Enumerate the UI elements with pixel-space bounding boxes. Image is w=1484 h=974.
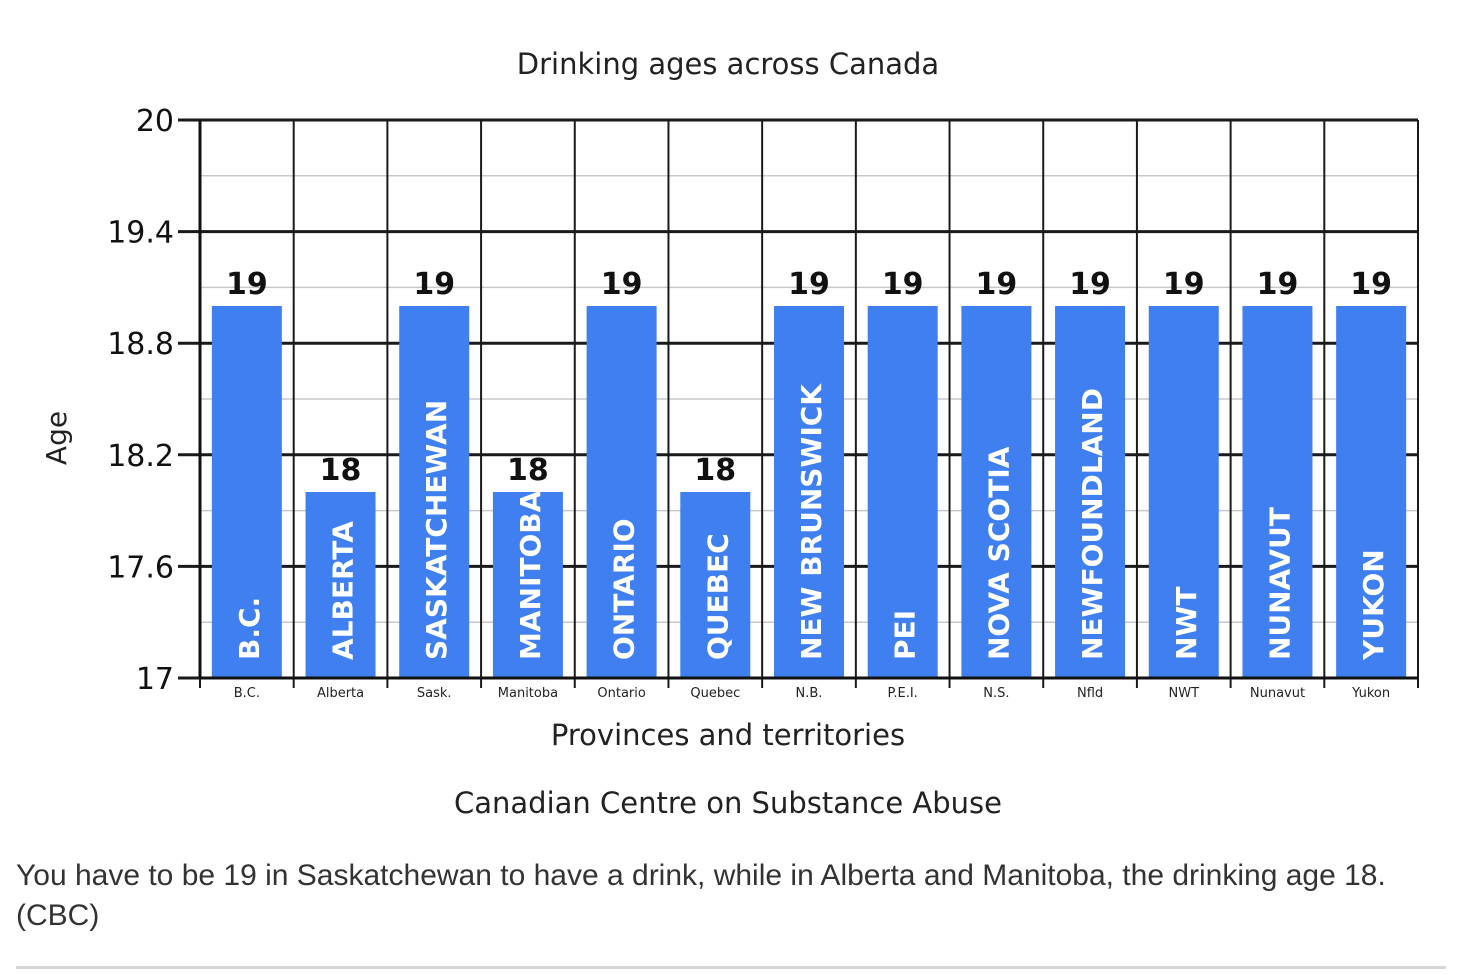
bar-value-label: 19 (601, 267, 643, 302)
y-tick-label: 20 (136, 104, 174, 139)
bar (399, 306, 470, 678)
bar-inner-label: ALBERTA (327, 521, 360, 660)
bar-value-label: 19 (226, 267, 268, 302)
x-tick-label: Quebec (690, 686, 740, 701)
y-tick-label: 18.8 (107, 327, 174, 362)
bar-inner-label: YUKON (1357, 549, 1390, 661)
bar (961, 306, 1032, 678)
bar-inner-label: NOVA SCOTIA (982, 446, 1015, 660)
bar-value-label: 19 (413, 267, 455, 302)
bar-inner-label: NUNAVUT (1263, 507, 1296, 660)
bar (680, 492, 751, 678)
bar (305, 492, 376, 678)
bar-inner-label: QUEBEC (701, 533, 734, 660)
bar (492, 492, 563, 678)
bar-value-label: 18 (320, 453, 362, 488)
y-tick-label: 17.6 (107, 550, 174, 585)
bar-value-label: 19 (976, 267, 1018, 302)
bar (774, 306, 844, 678)
bar (1148, 306, 1219, 678)
y-tick-label: 19.4 (107, 216, 174, 251)
y-tick-label: 18.2 (107, 439, 174, 474)
chart-title: Drinking ages across Canada (517, 47, 939, 81)
x-tick-label: NWT (1169, 686, 1200, 701)
bar (586, 306, 657, 678)
bar-inner-label: NEW BRUNSWICK (795, 383, 828, 660)
bar (1242, 306, 1313, 678)
bar (1336, 306, 1407, 678)
tick-labels: B.C. Alberta Sask. Manitoba Ontario Quebec N.B… (107, 104, 1390, 701)
x-tick-label: Nfld (1077, 686, 1103, 701)
y-axis-label: Age (40, 411, 73, 465)
x-tick-label: Manitoba (498, 686, 558, 701)
bar-value-label: 19 (1257, 267, 1299, 302)
x-tick-label: B.C. (234, 686, 260, 701)
bar-inner-label: SASKATCHEWAN (420, 400, 453, 660)
caption-text: You have to be 19 in Saskatchewan to hav… (16, 859, 1386, 932)
bar-inner-label: ONTARIO (608, 518, 641, 660)
bar-value-label: 18 (694, 453, 736, 488)
bar-inner-label: PEI (889, 610, 922, 660)
drinking-age-chart: Drinking ages across Canada 19 B.C. 18 ALBE… (40, 47, 1419, 820)
x-tick-label: Ontario (597, 686, 645, 701)
x-axis-label: Provinces and territories (551, 718, 905, 752)
bar-inner-label: B.C. (233, 597, 266, 660)
x-tick-label: Sask. (417, 686, 452, 701)
bar-value-label: 19 (1163, 267, 1205, 302)
x-tick-label: Yukon (1351, 686, 1390, 701)
bar (211, 306, 282, 678)
bar-value-label: 19 (1350, 267, 1392, 302)
bar-value-label: 19 (788, 267, 830, 302)
bar-inner-label: NEWFOUNDLAND (1076, 388, 1109, 660)
bar-inner-label: NWT (1170, 587, 1203, 660)
source-note: Canadian Centre on Substance Abuse (454, 786, 1002, 820)
x-tick-label: Nunavut (1250, 686, 1305, 701)
axes (198, 120, 1418, 680)
x-tick-label: N.B. (796, 686, 823, 701)
bar-inner-label: MANITOBA (514, 490, 547, 660)
bar-value-label: 19 (882, 267, 924, 302)
bar (1055, 306, 1126, 678)
bar (867, 306, 938, 678)
bar-value-label: 18 (507, 453, 549, 488)
x-tick-label: P.E.I. (888, 686, 918, 701)
bar-value-label: 19 (1069, 267, 1111, 302)
x-tick-label: Alberta (317, 686, 364, 701)
bottom-divider (16, 966, 1446, 969)
y-tick-label: 17 (136, 662, 174, 697)
x-tick-label: N.S. (983, 686, 1009, 701)
